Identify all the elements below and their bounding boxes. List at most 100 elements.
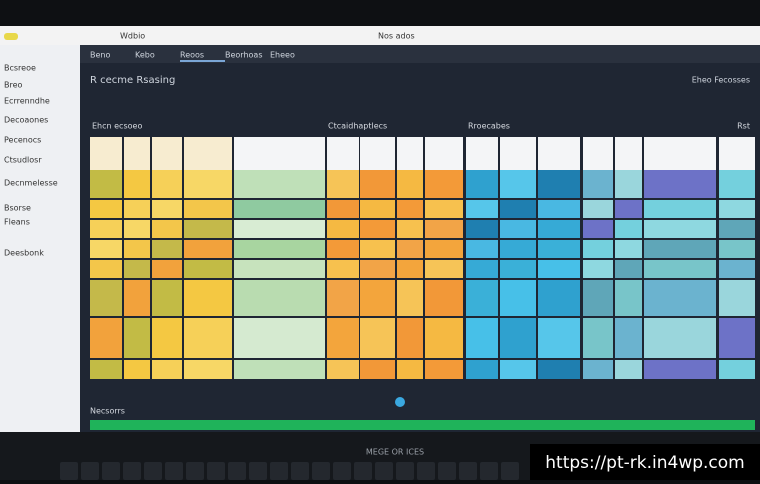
section-heading: Rst <box>737 122 750 131</box>
grid-cell <box>360 260 395 278</box>
key[interactable] <box>291 462 309 480</box>
header-cell <box>124 137 150 170</box>
browser-tab[interactable]: Wdbio <box>120 32 145 41</box>
key[interactable] <box>438 462 456 480</box>
key[interactable] <box>60 462 78 480</box>
grid-cell <box>184 318 232 358</box>
key[interactable] <box>249 462 267 480</box>
key[interactable] <box>207 462 225 480</box>
grid-cell <box>538 318 580 358</box>
grid-cell <box>234 280 325 316</box>
indicator[interactable] <box>395 397 405 407</box>
sidebar-item[interactable]: Decnmelesse <box>4 179 58 188</box>
keyboard <box>60 462 519 480</box>
grid-cell <box>397 360 423 379</box>
grid-cell <box>615 260 642 278</box>
grid-cell <box>90 260 122 278</box>
grid-cell <box>184 280 232 316</box>
key[interactable] <box>396 462 414 480</box>
sidebar-item[interactable]: Bcsreoe <box>4 64 36 73</box>
grid-cell <box>425 360 463 379</box>
toolbar-tab[interactable]: Beorhoas <box>225 51 263 60</box>
key[interactable] <box>165 462 183 480</box>
key[interactable] <box>480 462 498 480</box>
grid-cell <box>466 200 498 218</box>
grid-cell <box>234 260 325 278</box>
header-cell <box>397 137 423 170</box>
key[interactable] <box>186 462 204 480</box>
key[interactable] <box>270 462 288 480</box>
key[interactable] <box>417 462 435 480</box>
key[interactable] <box>312 462 330 480</box>
grid-cell <box>538 200 580 218</box>
browser-bar <box>0 26 760 45</box>
page-title: R cecme Rsasing <box>90 75 175 86</box>
sidebar-item[interactable]: Fleans <box>4 218 30 227</box>
grid-cell <box>644 220 716 238</box>
toolbar-tab[interactable]: Beno <box>90 51 110 60</box>
header-cell <box>644 137 716 170</box>
grid-cell <box>124 360 150 379</box>
grid-cell <box>327 220 359 238</box>
key[interactable] <box>501 462 519 480</box>
grid-cell <box>397 318 423 358</box>
sidebar-item[interactable]: Ctsudlosr <box>4 156 42 165</box>
grid-cell <box>500 260 536 278</box>
key[interactable] <box>375 462 393 480</box>
key[interactable] <box>354 462 372 480</box>
sidebar-item[interactable]: Bsorse <box>4 204 31 213</box>
key[interactable] <box>333 462 351 480</box>
header-cell <box>90 137 122 170</box>
key[interactable] <box>228 462 246 480</box>
grid-cell <box>397 220 423 238</box>
grid-cell <box>425 170 463 198</box>
grid-cell <box>644 170 716 198</box>
grid-cell <box>538 220 580 238</box>
grid-cell <box>615 240 642 258</box>
grid-cell <box>124 260 150 278</box>
grid-cell <box>397 200 423 218</box>
sidebar-item[interactable]: Ecrrenndhe <box>4 97 50 106</box>
tab-icon[interactable] <box>4 33 18 40</box>
key[interactable] <box>81 462 99 480</box>
key[interactable] <box>459 462 477 480</box>
grid-cell <box>644 260 716 278</box>
grid-cell <box>719 360 755 379</box>
grid-cell <box>327 360 359 379</box>
grid-cell <box>466 240 498 258</box>
key[interactable] <box>144 462 162 480</box>
sidebar-item[interactable]: Pecenocs <box>4 136 41 145</box>
grid-cell <box>184 170 232 198</box>
header-cell <box>500 137 536 170</box>
grid-cell <box>583 360 613 379</box>
grid-cell <box>583 240 613 258</box>
grid-cell <box>124 220 150 238</box>
grid-cell <box>500 318 536 358</box>
grid-cell <box>90 360 122 379</box>
sidebar-item[interactable]: Breo <box>4 81 23 90</box>
progress-bar <box>90 420 755 430</box>
toolbar <box>80 45 760 63</box>
grid-cell <box>615 280 642 316</box>
sidebar-item[interactable]: Deesbonk <box>4 249 44 258</box>
toolbar-tab[interactable]: Eheeo <box>270 51 295 60</box>
sidebar-item[interactable]: Decoaones <box>4 116 48 125</box>
key[interactable] <box>123 462 141 480</box>
grid-cell <box>538 170 580 198</box>
toolbar-tab[interactable]: Kebo <box>135 51 155 60</box>
watermark: https://pt-rk.in4wp.com <box>545 453 744 473</box>
header-cell <box>719 137 755 170</box>
grid-cell <box>644 240 716 258</box>
address-bar[interactable]: Nos ados <box>378 32 415 41</box>
key[interactable] <box>102 462 120 480</box>
grid-cell <box>719 280 755 316</box>
grid-cell <box>152 360 182 379</box>
grid-cell <box>234 318 325 358</box>
toolbar-tab[interactable]: Reoos <box>180 51 204 60</box>
grid-cell <box>327 200 359 218</box>
grid-cell <box>583 280 613 316</box>
watermark-box <box>530 444 760 480</box>
grid-cell <box>397 260 423 278</box>
grid-cell <box>719 200 755 218</box>
